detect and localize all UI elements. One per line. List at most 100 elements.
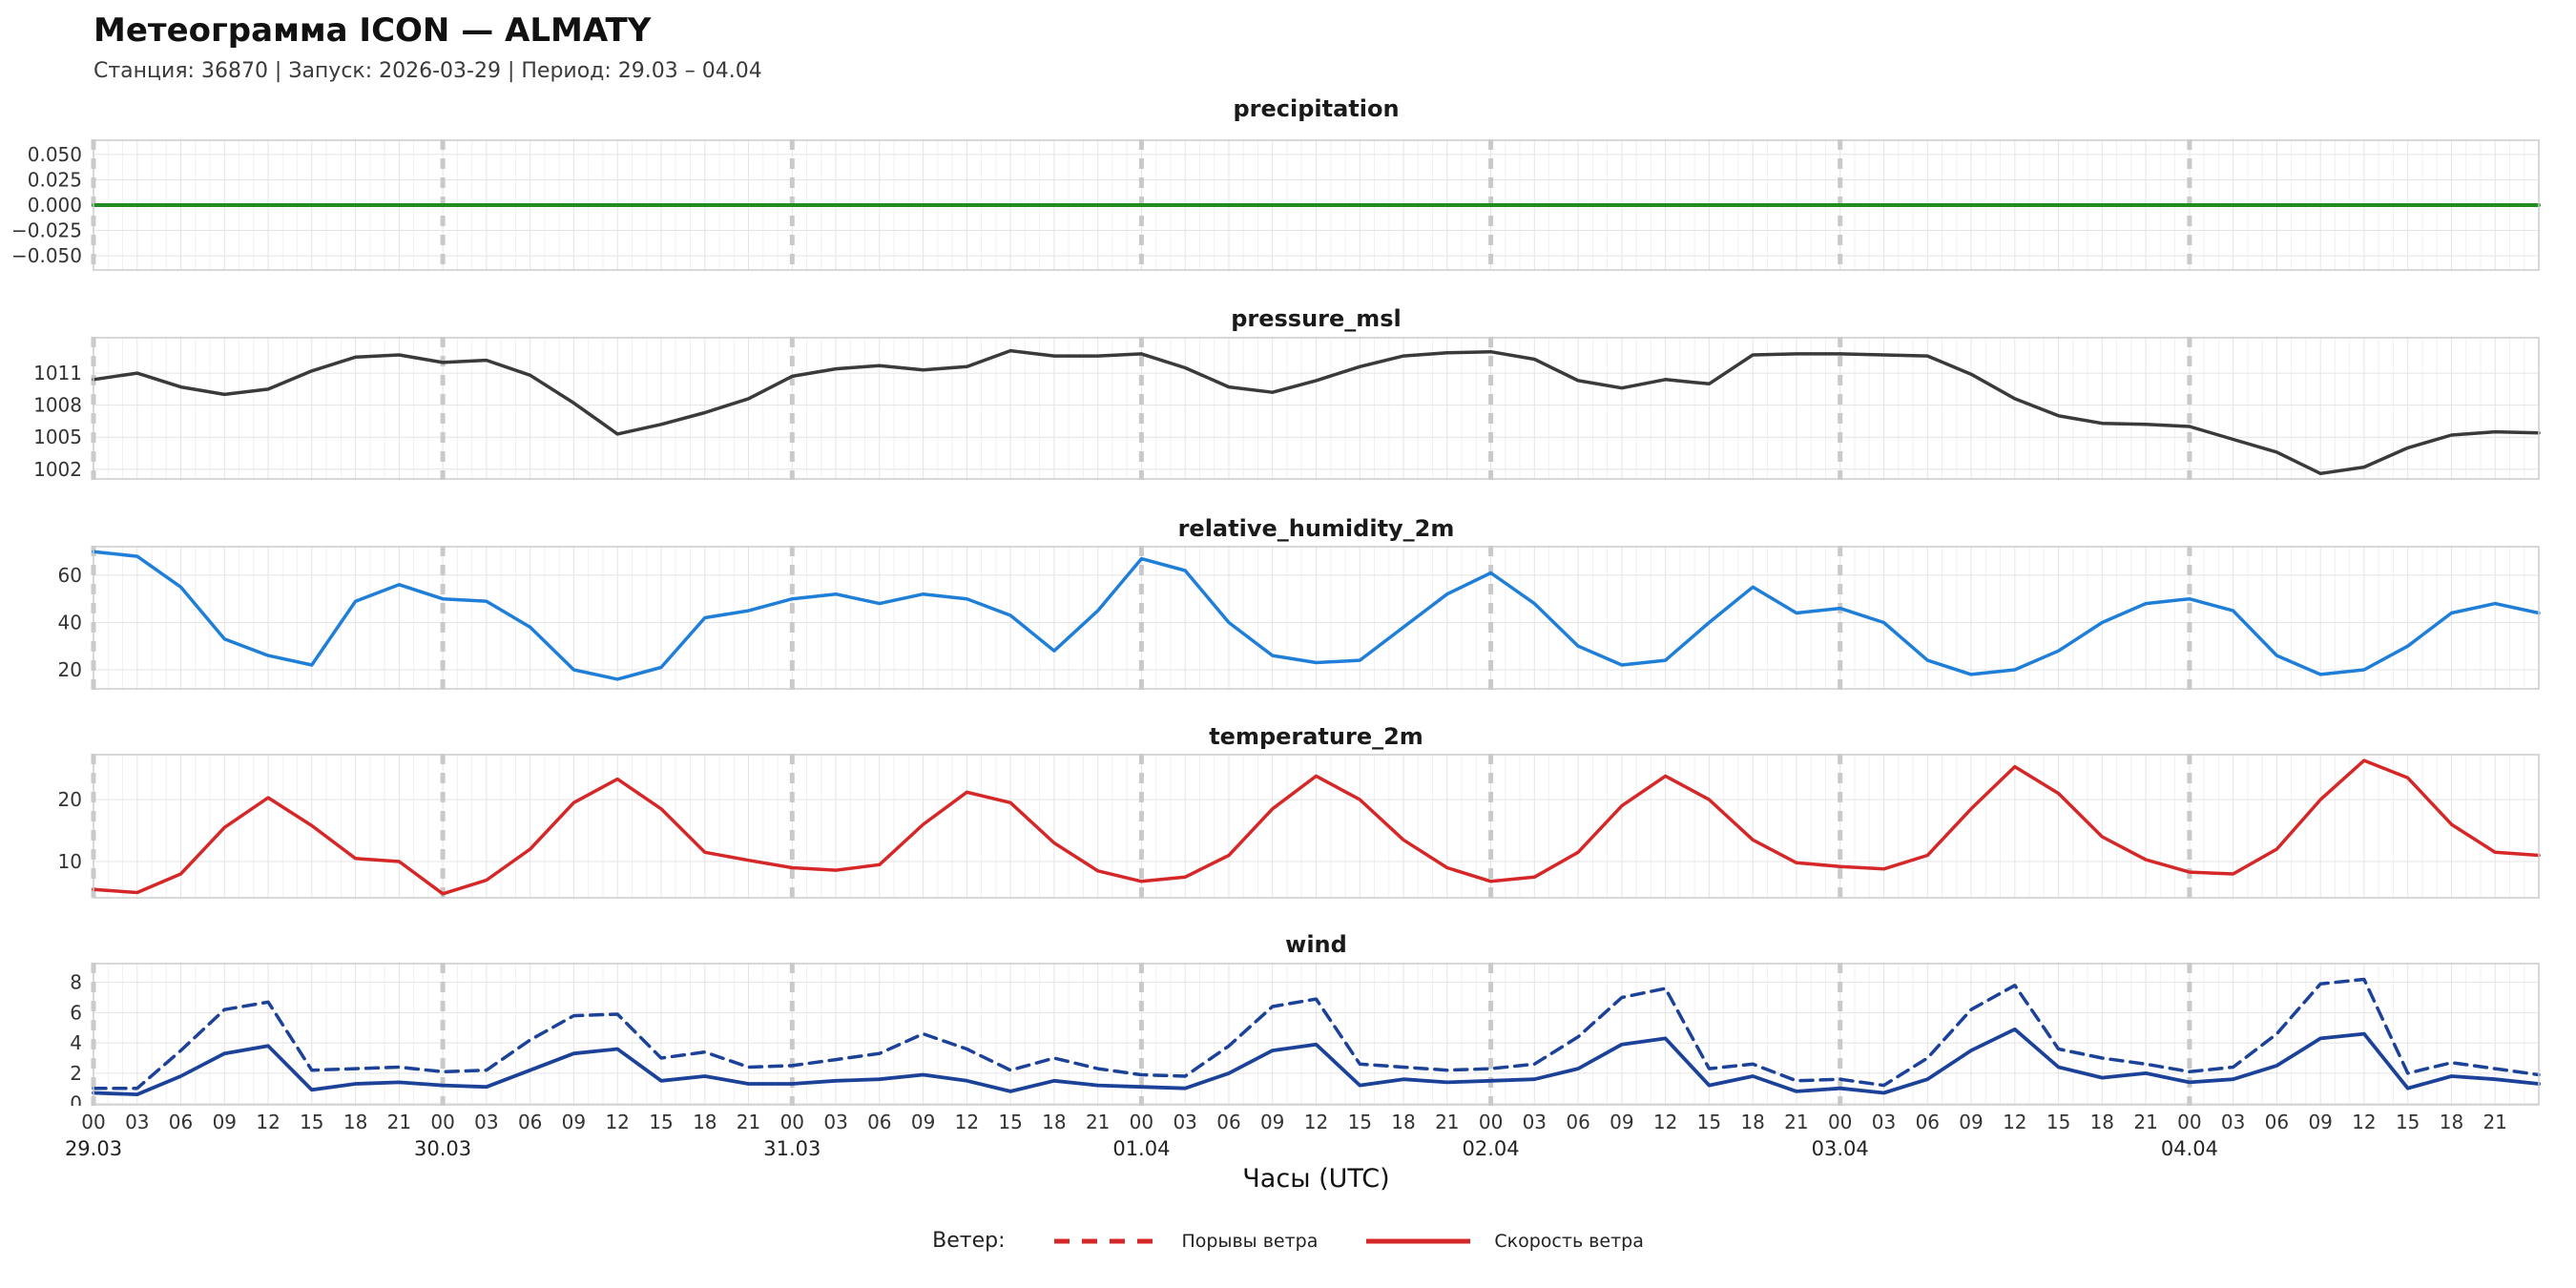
svg-text:6: 6 — [70, 1001, 82, 1024]
legend-item-gusts-label: Порывы ветра — [1181, 1230, 1319, 1252]
chart-title-humidity: relative_humidity_2m — [1177, 515, 1455, 542]
svg-text:0.025: 0.025 — [28, 169, 82, 192]
x-tick-label: 09 — [910, 1111, 936, 1133]
x-tick-label: 06 — [517, 1111, 543, 1133]
x-tick-label: 00 — [2177, 1111, 2202, 1133]
x-tick-label: 00 — [81, 1111, 106, 1133]
legend-item-speed: Скорость ветра — [1363, 1230, 1644, 1252]
x-tick-label: 09 — [1610, 1111, 1634, 1133]
x-tick-label: 09 — [561, 1111, 587, 1133]
x-tick-label: 15 — [2395, 1111, 2420, 1133]
x-date-label: 03.04 — [1811, 1137, 1869, 1160]
x-axis-date-labels: 29.03 30.03 31.03 01.04 02.04 03.04 04.04 — [0, 1137, 2576, 1164]
chart-title-wind: wind — [1285, 931, 1347, 958]
svg-text:−0.050: −0.050 — [11, 244, 82, 267]
x-tick-label: 03 — [1871, 1111, 1897, 1133]
svg-text:60: 60 — [58, 564, 82, 587]
wind-plot: 8 6 4 2 0 — [70, 963, 2541, 1106]
x-tick-label: 06 — [168, 1111, 194, 1133]
svg-text:1005: 1005 — [33, 426, 82, 448]
x-tick-label: 18 — [2439, 1111, 2464, 1133]
x-tick-label: 15 — [649, 1111, 674, 1133]
x-tick-label: 21 — [1435, 1111, 1460, 1133]
x-tick-label: 21 — [1085, 1111, 1111, 1133]
svg-text:0.000: 0.000 — [28, 194, 82, 217]
x-date-label: 29.03 — [64, 1137, 123, 1160]
x-tick-label: 15 — [1696, 1111, 1722, 1133]
svg-text:1002: 1002 — [33, 458, 82, 480]
x-tick-label: 21 — [736, 1111, 761, 1133]
x-tick-label: 09 — [1259, 1111, 1285, 1133]
x-tick-label: 03 — [1173, 1111, 1197, 1133]
x-tick-label: 18 — [1740, 1111, 1765, 1133]
legend-item-speed-label: Скорость ветра — [1494, 1230, 1644, 1252]
x-tick-label: 12 — [1652, 1111, 1678, 1133]
x-tick-label: 12 — [256, 1111, 280, 1133]
humidity-plot: 60 40 20 — [58, 546, 2541, 690]
page-subtitle: Станция: 36870 | Запуск: 2026-03-29 | Пе… — [93, 59, 762, 83]
x-tick-label: 15 — [2046, 1111, 2071, 1133]
svg-text:40: 40 — [58, 612, 82, 634]
x-tick-label: 21 — [1784, 1111, 1809, 1133]
x-tick-label: 00 — [430, 1111, 455, 1133]
x-tick-label: 03 — [474, 1111, 499, 1133]
x-tick-label: 12 — [2352, 1111, 2377, 1133]
legend-title: Ветер: — [932, 1229, 1006, 1253]
speed-solid-line-swatch-icon — [1366, 1238, 1471, 1243]
x-date-label: 30.03 — [414, 1137, 472, 1160]
svg-text:2: 2 — [70, 1062, 82, 1085]
x-tick-label: 06 — [1915, 1111, 1941, 1133]
svg-text:0: 0 — [70, 1092, 82, 1106]
x-tick-label: 03 — [823, 1111, 848, 1133]
x-tick-label: 00 — [1478, 1111, 1504, 1133]
x-tick-label: 12 — [1303, 1111, 1329, 1133]
x-tick-label: 03 — [1522, 1111, 1548, 1133]
svg-text:−0.025: −0.025 — [11, 219, 82, 242]
x-date-label: 01.04 — [1112, 1137, 1171, 1160]
x-tick-label: 12 — [605, 1111, 630, 1133]
x-tick-label: 21 — [386, 1111, 412, 1133]
svg-text:0.050: 0.050 — [28, 143, 82, 166]
x-tick-label: 15 — [1347, 1111, 1373, 1133]
x-tick-label: 18 — [693, 1111, 717, 1133]
x-axis-hour-ticks: 00 03 06 09 12 15 18 21 00 03 06 09 12 15 18 21 00 03 06 09… — [0, 1111, 2576, 1137]
x-tick-label: 00 — [1129, 1111, 1154, 1133]
x-tick-label: 12 — [954, 1111, 980, 1133]
x-tick-label: 09 — [212, 1111, 238, 1133]
chart-title-temperature: temperature_2m — [1209, 723, 1423, 750]
svg-text:20: 20 — [58, 788, 82, 811]
x-tick-label: 15 — [998, 1111, 1023, 1133]
x-tick-label: 06 — [2264, 1111, 2290, 1133]
x-tick-label: 15 — [300, 1111, 324, 1133]
x-tick-label: 09 — [1959, 1111, 1984, 1133]
legend-item-gusts: Порывы ветра — [1051, 1230, 1319, 1252]
svg-text:8: 8 — [70, 971, 82, 994]
chart-title-precipitation: precipitation — [1233, 95, 1400, 122]
chart-title-pressure: pressure_msl — [1231, 305, 1402, 332]
svg-text:1011: 1011 — [33, 362, 82, 384]
svg-text:4: 4 — [70, 1031, 82, 1054]
svg-text:20: 20 — [58, 658, 82, 681]
x-date-label: 31.03 — [763, 1137, 821, 1160]
x-tick-label: 18 — [1391, 1111, 1416, 1133]
x-tick-label: 09 — [2308, 1111, 2333, 1133]
x-tick-label: 12 — [2003, 1111, 2027, 1133]
x-tick-label: 21 — [2483, 1111, 2507, 1133]
x-tick-label: 06 — [1566, 1111, 1590, 1133]
x-date-label: 04.04 — [2160, 1137, 2218, 1160]
wind-legend: Ветер: Порывы ветра Скорость ветра — [0, 1229, 2576, 1253]
x-date-label: 02.04 — [1462, 1137, 1520, 1160]
x-tick-label: 06 — [1216, 1111, 1241, 1133]
gusts-dashed-line-swatch-icon — [1053, 1238, 1158, 1243]
x-tick-label: 18 — [1042, 1111, 1067, 1133]
x-tick-label: 06 — [867, 1111, 892, 1133]
pressure-plot: 1011 1008 1005 1002 — [33, 337, 2541, 480]
x-tick-label: 00 — [779, 1111, 805, 1133]
x-tick-label: 00 — [1827, 1111, 1853, 1133]
svg-text:1008: 1008 — [33, 394, 82, 417]
x-tick-label: 21 — [2133, 1111, 2158, 1133]
x-tick-label: 18 — [343, 1111, 368, 1133]
page-title: Метеограмма ICON — ALMATY — [93, 11, 652, 50]
